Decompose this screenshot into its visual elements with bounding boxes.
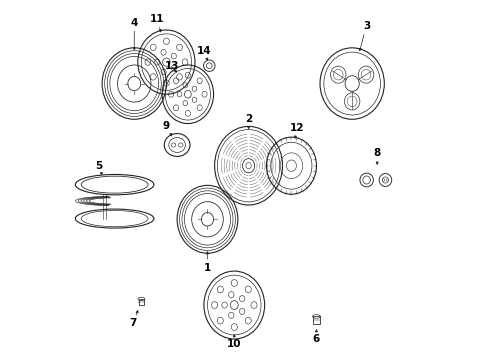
Text: 9: 9 bbox=[163, 121, 170, 131]
Text: 11: 11 bbox=[150, 14, 165, 24]
Ellipse shape bbox=[75, 175, 154, 195]
Text: 6: 6 bbox=[313, 334, 320, 344]
Text: 12: 12 bbox=[290, 123, 304, 133]
Text: 5: 5 bbox=[95, 161, 102, 171]
Bar bbox=[313, 316, 319, 324]
Text: 8: 8 bbox=[373, 148, 381, 158]
Text: 4: 4 bbox=[130, 18, 138, 28]
Text: 14: 14 bbox=[196, 46, 211, 57]
Text: 1: 1 bbox=[204, 262, 211, 273]
Bar bbox=[139, 299, 144, 305]
Text: 7: 7 bbox=[129, 318, 136, 328]
Text: 10: 10 bbox=[227, 339, 242, 349]
Text: 2: 2 bbox=[245, 114, 252, 124]
Text: 3: 3 bbox=[363, 21, 370, 31]
Text: 13: 13 bbox=[165, 61, 179, 71]
